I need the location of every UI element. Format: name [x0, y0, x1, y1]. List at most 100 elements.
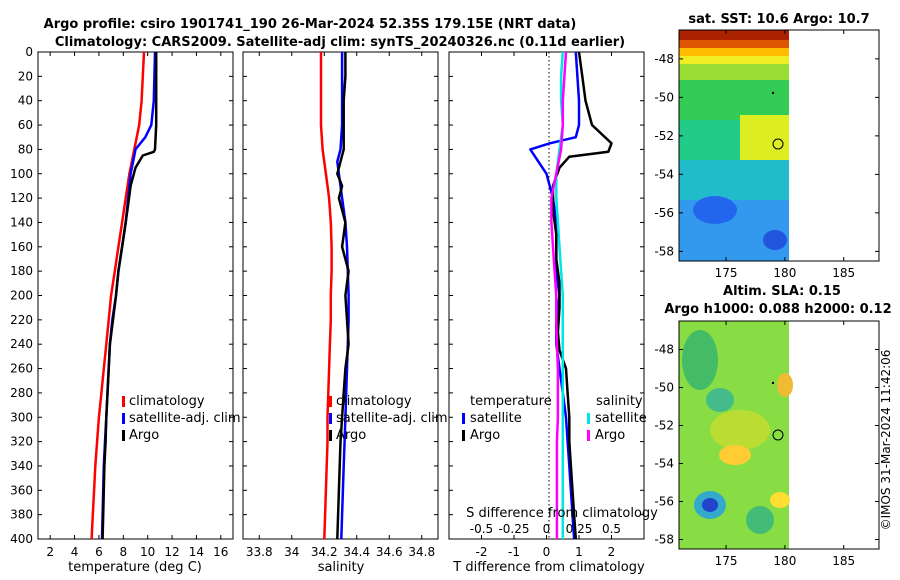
legend-label-argo: Argo — [129, 428, 159, 443]
legend-label-s-satellite: satellite — [595, 411, 647, 426]
x-tick-label: 34 — [284, 545, 299, 559]
sst-map-title: sat. SST: 10.6 Argo: 10.7 — [688, 12, 869, 27]
legend-title-temperature: temperature — [470, 394, 552, 409]
y-tick-label: 280 — [10, 386, 33, 400]
x-tick-label: 34.8 — [408, 545, 435, 559]
legend-swatch-climatology — [329, 396, 332, 407]
x-tick-label: 12 — [164, 545, 179, 559]
x-top-tick-label: 0.25 — [566, 522, 593, 536]
series-line-argo — [101, 52, 158, 539]
difference-panel-frame — [448, 51, 645, 540]
x-tick-label: 2 — [46, 545, 54, 559]
y-tick-label: 0 — [25, 45, 33, 59]
y-tick-label: 20 — [18, 69, 33, 83]
sst-map-frame — [678, 29, 880, 262]
legend-swatch-satellite — [122, 413, 125, 424]
sst-band-8 — [679, 160, 789, 200]
legend-label-climatology: climatology — [129, 394, 205, 409]
map-y-tick-label: -50 — [654, 90, 674, 104]
sst-cool-patch — [693, 196, 737, 224]
series-line-temperature-argo — [551, 52, 613, 539]
y-tick-label: 100 — [10, 167, 33, 181]
sst-warm-band-3 — [679, 48, 789, 56]
y-tick-label: 220 — [10, 313, 33, 327]
sst-warm-band — [679, 30, 789, 40]
sst-map-ticks: 175 180 185 -48 -50 -52 -54 -56 -58 — [654, 30, 879, 280]
map-x-tick-label: 180 — [773, 266, 796, 280]
difference-legend: temperature satellite Argo salinity sate… — [462, 394, 647, 443]
sla-map-ticks: 175 180 185 -48 -50 -52 -54 -56 -58 — [654, 321, 879, 568]
axis-ticks: 2 4 6 8 10 12 14 160204060801001201401601802002… — [10, 45, 644, 559]
x-tick-label: 34.2 — [311, 545, 338, 559]
sla-deep-blue-patch — [702, 498, 718, 512]
map-y-tick-label: -52 — [654, 129, 674, 143]
sla-map-title-line2: Argo h1000: 0.088 h2000: 0.12 — [664, 302, 891, 317]
sst-band-6 — [679, 80, 789, 120]
sst-yellow-patch — [740, 115, 789, 160]
salinity-xlabel: salinity — [318, 560, 365, 575]
map-y-tick-label: -54 — [654, 457, 674, 471]
series-line-temperature-satellite — [529, 52, 581, 539]
x-tick-label: 16 — [213, 545, 228, 559]
map-y-tick-label: -48 — [654, 52, 674, 66]
legend-label-argo: Argo — [336, 428, 366, 443]
main-title-line1: Argo profile: csiro 1901741_190 26-Mar-2… — [44, 17, 577, 32]
x-top-tick-label: 0 — [543, 522, 551, 536]
legend-label-s-argo: Argo — [595, 428, 625, 443]
sst-band-7 — [679, 120, 740, 160]
x-tick-label: 4 — [71, 545, 79, 559]
sla-map-title-line1: Altim. SLA: 0.15 — [723, 284, 841, 299]
x-top-tick-label: 0.5 — [602, 522, 621, 536]
y-tick-label: 80 — [18, 142, 33, 156]
map-y-tick-label: -52 — [654, 419, 674, 433]
map-y-tick-label: -56 — [654, 495, 674, 509]
series-line-argo — [336, 52, 350, 539]
y-tick-label: 40 — [18, 94, 33, 108]
x-tick-label: 14 — [189, 545, 204, 559]
sla-map: 175 180 185 -48 -50 -52 -54 -56 -58 — [654, 320, 880, 568]
x-tick-label: 1 — [575, 545, 583, 559]
sla-small-marker — [771, 381, 775, 385]
map-x-tick-label: 175 — [715, 266, 738, 280]
map-x-tick-label: 175 — [715, 554, 738, 568]
x-tick-label: -2 — [476, 545, 488, 559]
map-y-tick-label: -58 — [654, 244, 674, 258]
temperature-panel-frame — [37, 51, 234, 540]
map-y-tick-label: -56 — [654, 206, 674, 220]
salinity-legend: climatology satellite-adj. clim Argo — [329, 394, 448, 443]
x-tick-label: -1 — [508, 545, 520, 559]
map-y-tick-label: -48 — [654, 343, 674, 357]
temperature-legend: climatology satellite-adj. clim Argo — [122, 394, 241, 443]
x-tick-label: 0 — [543, 545, 551, 559]
main-title-line2: Climatology: CARS2009. Satellite-adj cli… — [55, 35, 625, 50]
y-tick-label: 400 — [10, 532, 33, 546]
sst-map: 175 180 185 -48 -50 -52 -54 -56 -58 — [654, 29, 880, 280]
legend-swatch-t-argo — [462, 430, 465, 441]
legend-swatch-climatology — [122, 396, 125, 407]
y-tick-label: 300 — [10, 410, 33, 424]
legend-label-satellite: satellite-adj. clim — [336, 411, 448, 426]
sla-yellow-patch — [710, 410, 770, 450]
x-tick-label: 33.8 — [246, 545, 273, 559]
y-tick-label: 140 — [10, 215, 33, 229]
sst-cool-patch-2 — [763, 230, 787, 250]
legend-title-salinity: salinity — [596, 394, 643, 409]
x-top-tick-label: -0.5 — [470, 522, 493, 536]
legend-label-climatology: climatology — [336, 394, 412, 409]
sst-band-5 — [679, 64, 789, 80]
difference-top-xlabel: S difference from climatology — [466, 506, 658, 521]
sla-orange-patch-2 — [777, 373, 793, 397]
x-top-tick-label: -0.25 — [498, 522, 529, 536]
sla-green-patch-2 — [706, 388, 734, 412]
legend-swatch-s-argo — [587, 430, 590, 441]
map-y-tick-label: -54 — [654, 167, 674, 181]
copyright-stamp: ©IMOS 31-Mar-2024 11:42:06 — [879, 350, 893, 531]
sla-green-patch — [682, 330, 718, 390]
x-tick-label: 6 — [95, 545, 103, 559]
series-line-salinity-argo — [550, 52, 568, 539]
y-tick-label: 360 — [10, 483, 33, 497]
sla-argo-marker — [772, 429, 784, 441]
map-x-tick-label: 180 — [773, 554, 796, 568]
map-y-tick-label: -58 — [654, 533, 674, 547]
